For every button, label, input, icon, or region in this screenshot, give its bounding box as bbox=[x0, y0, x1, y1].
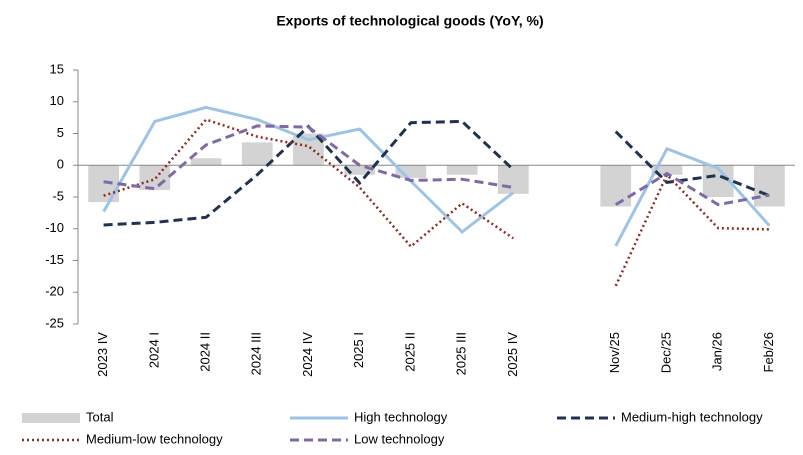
y-tick-label: -25 bbox=[45, 315, 64, 330]
x-tick-label: Feb/26 bbox=[761, 332, 776, 372]
legend-label: Low technology bbox=[354, 431, 445, 446]
y-tick-label: -10 bbox=[45, 220, 64, 235]
legend-label: Medium-low technology bbox=[86, 431, 223, 446]
bar bbox=[754, 165, 785, 207]
x-tick-label: 2025 III bbox=[454, 332, 469, 375]
bar bbox=[446, 165, 478, 175]
x-tick-label: 2024 III bbox=[249, 332, 264, 375]
y-tick-label: 10 bbox=[50, 93, 64, 108]
bar bbox=[651, 165, 683, 175]
y-tick-label: 15 bbox=[50, 61, 64, 76]
y-tick-label: 5 bbox=[57, 125, 64, 140]
bar bbox=[241, 142, 273, 166]
bar bbox=[88, 165, 119, 203]
legend-label: Medium-high technology bbox=[621, 409, 763, 424]
x-tick-label: Nov/25 bbox=[607, 332, 622, 373]
x-tick-label: 2025 I bbox=[351, 332, 366, 368]
x-tick-label: Jan/26 bbox=[710, 332, 725, 371]
x-tick-label: 2025 IV bbox=[505, 332, 520, 377]
y-tick-label: -15 bbox=[45, 252, 64, 267]
x-tick-label: 2025 II bbox=[402, 332, 417, 372]
y-tick-label: -5 bbox=[52, 188, 64, 203]
line bbox=[103, 124, 770, 207]
x-tick-label: Dec/25 bbox=[658, 332, 673, 373]
legend-swatch bbox=[22, 413, 80, 423]
bar bbox=[600, 165, 632, 207]
chart-title: Exports of technological goods (YoY, %) bbox=[276, 13, 543, 29]
y-tick-label: 0 bbox=[57, 157, 64, 172]
bar bbox=[497, 165, 529, 194]
x-tick-label: 2024 IV bbox=[300, 332, 315, 377]
x-tick-label: 2023 IV bbox=[95, 332, 110, 377]
x-tick-label: 2024 I bbox=[146, 332, 161, 368]
x-tick-label: 2024 II bbox=[197, 332, 212, 372]
bar bbox=[344, 165, 376, 175]
legend-label: Total bbox=[86, 409, 114, 424]
y-tick-label: -20 bbox=[45, 284, 64, 299]
bar bbox=[190, 158, 222, 166]
legend-label: High technology bbox=[354, 409, 448, 424]
line bbox=[103, 118, 770, 287]
line bbox=[102, 105, 771, 247]
